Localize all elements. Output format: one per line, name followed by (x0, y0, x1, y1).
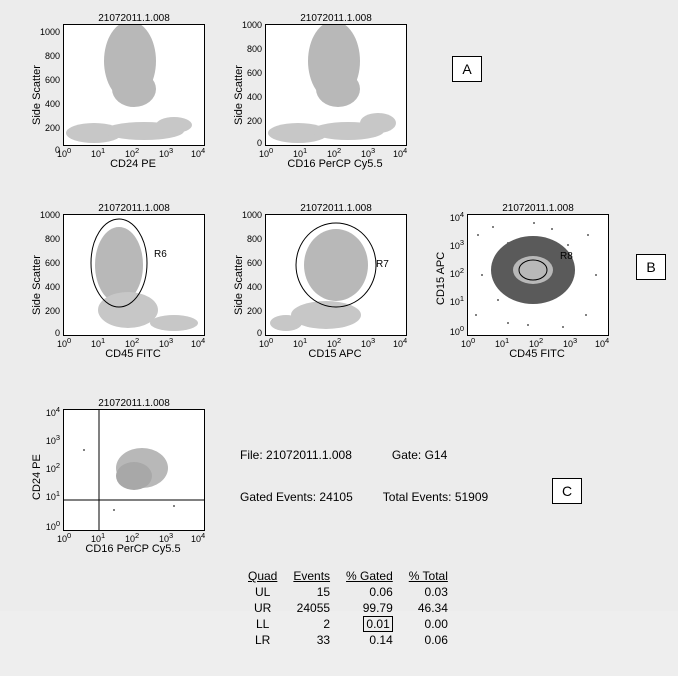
panelB-plot3-xlabel: CD45 FITC (467, 348, 607, 360)
panelB-plot2-gate: R7 (376, 259, 389, 270)
panelC-stats: File: 21072011.1.008 Gate: G14 Gated Eve… (240, 420, 600, 676)
panelC-plot: 21072011.1.008 (63, 409, 205, 531)
stats-tev-label: Total Events: (383, 490, 452, 504)
stats-gev-value: 24105 (319, 490, 352, 504)
panelB-plot3: 21072011.1.008 R8 (467, 214, 609, 336)
stats-gate-label: Gate: (392, 448, 421, 462)
panelB-plot1-xlabel: CD45 FITC (63, 348, 203, 360)
stats-gev-label: Gated Events: (240, 490, 316, 504)
stats-file-label: File: (240, 448, 263, 462)
stats-h2: % Gated (338, 568, 401, 584)
panel-letter-A: A (452, 56, 482, 82)
panelB-plot1-title: 21072011.1.008 (64, 203, 204, 214)
panelB-plot3-gate: R8 (560, 251, 573, 262)
panelB-plot2-xlabel: CD15 APC (265, 348, 405, 360)
panelC-plot-ylabel: CD24 PE (31, 454, 43, 500)
table-row: UR 24055 99.79 46.34 (240, 600, 456, 616)
panelC-plot-xlabel: CD16 PerCP Cy5.5 (63, 543, 203, 555)
panelA-plot2-xlabel: CD16 PerCP Cy5.5 (265, 158, 405, 170)
table-row: LL 2 0.01 0.00 (240, 616, 456, 632)
panelB-plot1: 21072011.1.008 R6 (63, 214, 205, 336)
panelA-plot1-xlabel: CD24 PE (63, 158, 203, 170)
panelB-plot2: 21072011.1.008 R7 (265, 214, 407, 336)
panelB-plot3-title: 21072011.1.008 (468, 203, 608, 214)
panelA-plot1-title: 21072011.1.008 (64, 13, 204, 24)
stats-tev-value: 51909 (455, 490, 488, 504)
stats-h3: % Total (401, 568, 456, 584)
stats-h0: Quad (240, 568, 285, 584)
panelB-plot2-title: 21072011.1.008 (266, 203, 406, 214)
panelB-plot2-ylabel: Side Scatter (233, 255, 245, 315)
panelA-plot2-ylabel: Side Scatter (233, 65, 245, 125)
panelB-plot1-ylabel: Side Scatter (31, 255, 43, 315)
stats-gate-value: G14 (425, 448, 448, 462)
panelA-plot2: 21072011.1.008 (265, 24, 407, 146)
panel-letter-B: B (636, 254, 666, 280)
panelA-plot1: 21072011.1.008 (63, 24, 205, 146)
stats-file-value: 21072011.1.008 (266, 448, 352, 462)
panelB-plot1-gate: R6 (154, 249, 167, 260)
panelA-plot2-title: 21072011.1.008 (266, 13, 406, 24)
panelC-plot-title: 21072011.1.008 (64, 398, 204, 409)
stats-h1: Events (285, 568, 338, 584)
stats-table: Quad Events % Gated % Total UL 15 0.06 0… (240, 568, 456, 648)
table-row: LR 33 0.14 0.06 (240, 632, 456, 648)
panelA-plot1-ylabel: Side Scatter (31, 65, 43, 125)
panel-letter-C: C (552, 478, 582, 504)
panelB-plot3-ylabel: CD15 APC (435, 252, 447, 305)
table-row: UL 15 0.06 0.03 (240, 584, 456, 600)
